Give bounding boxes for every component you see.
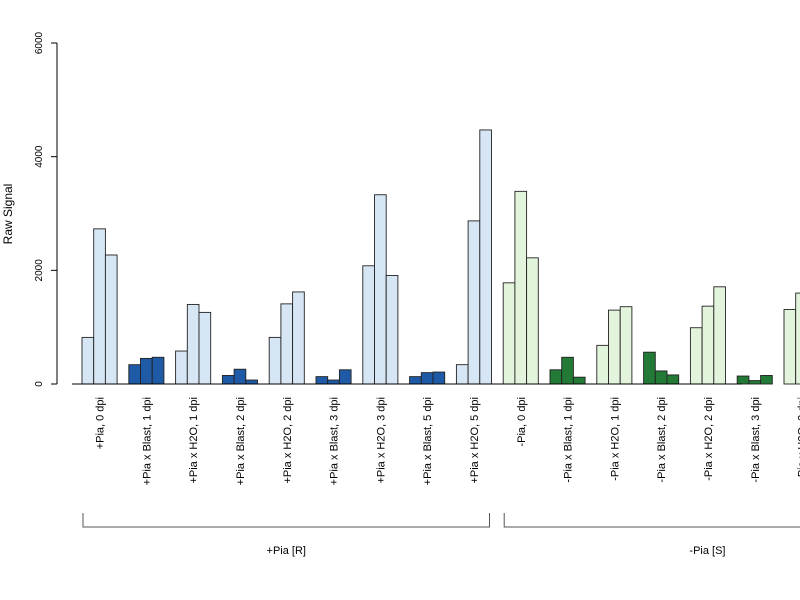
y-axis-label: Raw Signal [1,184,15,245]
x-tick-label: -Pia x H2O, 1 dpi [609,397,621,481]
x-tick-labels: +Pia, 0 dpi +Pia x Blast, 1 dpi +Pia x H2O… [95,397,800,485]
bar [795,292,800,385]
group-label: +Pia [R] [267,545,306,557]
bar [280,303,294,385]
y-tick-label: 2000 [34,259,45,282]
bar [198,311,212,385]
bar [654,370,668,385]
x-tick-label: +Pia x Blast, 2 dpi [235,397,247,485]
x-tick-label: +Pia x Blast, 1 dpi [141,397,153,485]
x-tick-label: +Pia x Blast, 3 dpi [329,397,341,485]
bar [549,369,563,385]
bar [526,257,539,385]
bar [666,374,680,385]
x-tick-label: -Pia x Blast, 1 dpi [563,397,575,483]
bar [186,303,200,385]
bar [561,356,574,385]
bar [596,344,609,385]
bar [93,228,106,385]
bar [175,350,188,385]
bar [128,364,141,385]
y-tick-label: 6000 [34,31,45,54]
group-label: -Pia [S] [689,545,725,557]
bar [572,376,586,385]
x-tick-label: +Pia, 0 dpi [95,397,107,449]
x-tick-label: +Pia x H2O, 5 dpi [469,397,481,484]
bar [268,336,282,385]
bar [140,357,153,385]
x-tick-label: -Pia x H2O, 3 dpi [797,397,800,481]
bar [748,380,762,385]
group-bracket [503,513,800,528]
bar [420,372,434,385]
x-tick-label: +Pia x H2O, 2 dpi [282,397,294,484]
bar [736,375,750,385]
bars [72,129,800,385]
bar [151,356,165,385]
bar [479,129,492,385]
bar [327,379,340,385]
bar [245,379,258,385]
x-tick-label: +Pia x H2O, 3 dpi [375,397,387,484]
bar [104,254,118,385]
bar [689,327,703,385]
y-tick-label: 0 [34,381,45,387]
x-tick-label: +Pia x H2O, 1 dpi [188,397,200,484]
bar [608,309,621,385]
y-tick-label: 4000 [34,145,45,168]
bar [760,375,773,385]
bar [619,306,633,385]
x-tick-label: -Pia x H2O, 2 dpi [703,397,715,481]
bar [455,364,469,385]
bar [514,190,528,385]
bar [713,286,726,385]
bar [783,309,797,385]
group-bracket [82,513,490,528]
bar [701,305,715,385]
bar [374,194,387,385]
x-tick-label: -Pia x Blast, 3 dpi [750,397,762,483]
x-tick-label: +Pia x Blast, 5 dpi [422,397,434,485]
bar [362,265,375,385]
x-tick-label: -Pia x Blast, 2 dpi [656,397,668,483]
bar [502,282,516,385]
bar [221,375,235,385]
x-tick-label: -Pia, 0 dpi [516,397,528,447]
bar [643,351,656,385]
bar [292,291,305,385]
bar [81,336,95,385]
bar [233,368,247,385]
bar [338,369,352,385]
bar [467,220,481,385]
bar [432,371,446,385]
group-brackets: +Pia [R] -Pia [S] [82,513,800,557]
bar [409,376,422,385]
bar [315,376,329,385]
bar [385,274,399,385]
y-axis: 0 2000 4000 6000 [34,31,58,387]
